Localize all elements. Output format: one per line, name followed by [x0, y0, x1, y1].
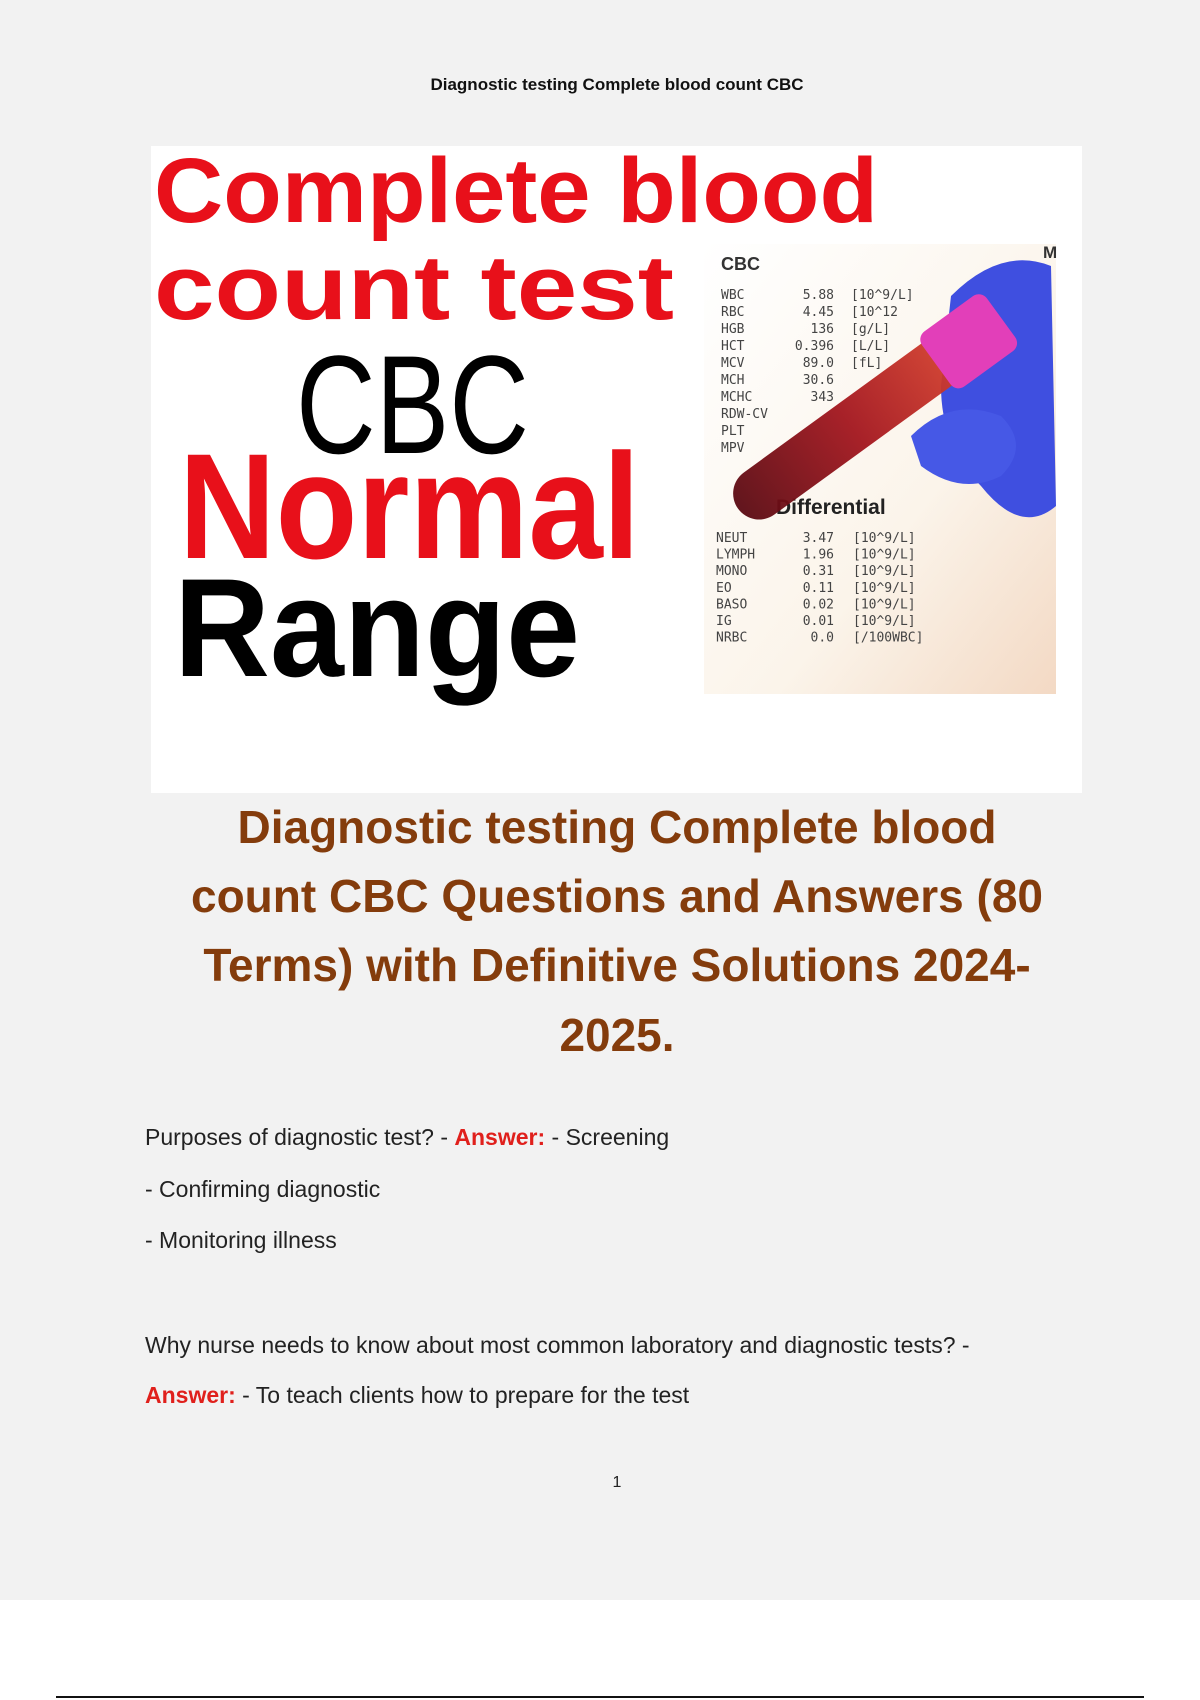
cover-corner-letter: M — [1043, 243, 1057, 262]
printout-cell: 136 — [811, 322, 834, 337]
printout-cell: 0.31 — [803, 564, 834, 579]
printout-cell: 89.0 — [803, 356, 834, 371]
page-number: 1 — [612, 1474, 622, 1491]
title-line: 2025. — [559, 1009, 675, 1061]
printout-differential-title: Differential — [776, 496, 886, 519]
document-page: Diagnostic testing Complete blood count … — [0, 0, 1200, 1600]
printout-cell: BASO — [716, 597, 747, 612]
printout-cell: NRBC — [716, 631, 747, 646]
printout-cell: 1.96 — [803, 548, 834, 563]
printout-cell: [10^9/L] — [853, 564, 916, 579]
printout-cell: RBC — [721, 305, 744, 320]
answer-label: Answer: — [145, 1382, 236, 1408]
printout-cell: 5.88 — [803, 288, 834, 303]
printout-cell: MONO — [716, 564, 747, 579]
cover-cbc: CBC — [296, 326, 529, 483]
printout-cell: [10^12 — [851, 305, 898, 320]
tube-cap — [920, 294, 1018, 389]
title-line: count CBC Questions and Answers (80 — [191, 870, 1043, 922]
printout-cell: MCV — [721, 356, 745, 371]
printout-title: CBC — [721, 254, 760, 274]
printout-cell: IG — [716, 614, 732, 629]
printout-cell: [L/L] — [851, 339, 890, 354]
printout-cell: 0.396 — [795, 339, 834, 354]
cover-headline: Complete blood — [154, 146, 878, 242]
printout-cell: NEUT — [716, 531, 747, 546]
question: Why nurse needs to know about most commo… — [145, 1332, 970, 1358]
answer: - Confirming diagnostic — [145, 1176, 381, 1202]
glove-finger — [911, 409, 1016, 484]
blood-tube — [733, 294, 1018, 520]
printout-rows: WBC 5.88 [10^9/L] RBC 4.45 [10^12 HGB 136 [g/L] H… — [716, 288, 923, 646]
printout-cell: 0.11 — [803, 581, 834, 596]
printout-cell: [/100WBC] — [853, 631, 923, 646]
printout-cell: [10^9/L] — [853, 581, 916, 596]
running-header: Diagnostic testing Complete blood count … — [430, 75, 804, 94]
question: Purposes of diagnostic test? - — [145, 1124, 448, 1150]
printout-cell: HCT — [721, 339, 745, 354]
answer: - To teach clients how to prepare for th… — [242, 1382, 690, 1408]
answer: - Monitoring illness — [145, 1227, 337, 1253]
cover-normal: Normal — [179, 422, 640, 590]
printout-cell: WBC — [721, 288, 744, 303]
page-rule — [56, 1696, 1144, 1698]
printout-cell: [10^9/L] — [851, 288, 914, 303]
printout-cell: [10^9/L] — [853, 531, 916, 546]
printout-cell: 0.0 — [811, 631, 834, 646]
printout-cell: 0.02 — [803, 597, 834, 612]
printout-cell: 4.45 — [803, 305, 834, 320]
answer: - Screening — [551, 1124, 670, 1150]
printout-cell: 0.01 — [803, 614, 834, 629]
printout-cell: [g/L] — [851, 322, 890, 337]
printout-cell: MCHC — [721, 390, 752, 405]
printout-cell: PLT — [721, 424, 745, 439]
cover-image: Complete blood count test CBC Normal Ran… — [151, 146, 1082, 793]
printout-cell: 30.6 — [803, 373, 834, 388]
printout-cell: RDW-CV — [721, 407, 768, 422]
printout-cell: EO — [716, 581, 732, 596]
qa-line: Answer: - To teach clients how to prepar… — [145, 1382, 689, 1409]
printout-cell: [10^9/L] — [853, 548, 916, 563]
printout-cell: HGB — [721, 322, 745, 337]
title-line: Terms) with Definitive Solutions 2024- — [203, 939, 1031, 991]
printout-cell: [10^9/L] — [853, 614, 916, 629]
cover-range: Range — [174, 549, 580, 706]
cover-headline: count test — [154, 237, 674, 339]
printout-cell: 3.47 — [803, 531, 834, 546]
printout-cell: [10^9/L] — [853, 597, 916, 612]
printout-cell: 343 — [811, 390, 834, 405]
printout-cell: MPV — [721, 441, 745, 456]
answer-label: Answer: — [454, 1124, 546, 1150]
tube-body — [733, 333, 970, 520]
qa-line: Purposes of diagnostic test? - Answer: -… — [145, 1124, 669, 1151]
tube-and-glove — [733, 260, 1056, 520]
printout-cell: [fL] — [851, 356, 882, 371]
printout-cell: LYMPH — [716, 548, 755, 563]
printout-cell: MCH — [721, 373, 744, 388]
title-line: Diagnostic testing Complete blood — [237, 801, 997, 853]
